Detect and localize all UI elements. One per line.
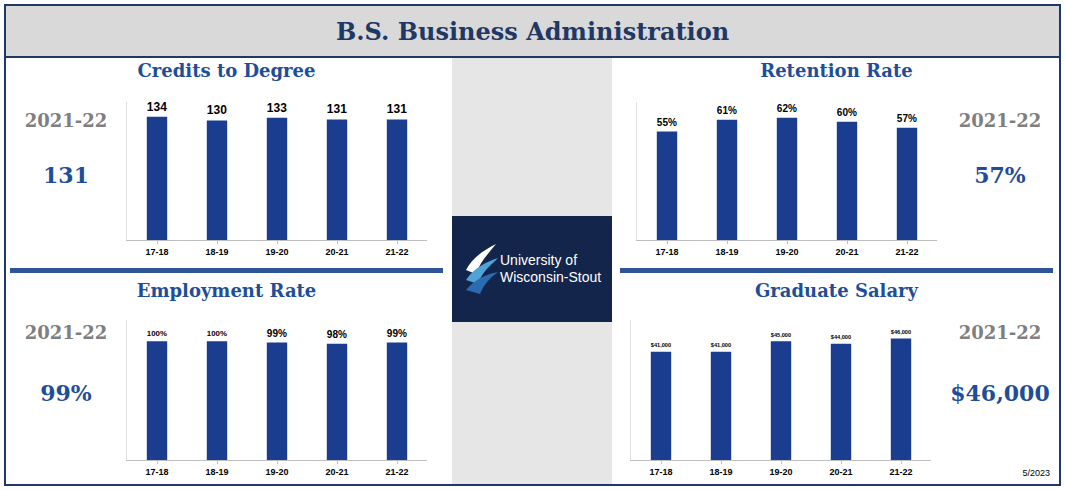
html-text:99%: 99% xyxy=(40,380,92,406)
html-text:University of: University of xyxy=(500,252,577,268)
svg-text:19-20: 19-20 xyxy=(265,467,288,477)
svg-text:19-20: 19-20 xyxy=(769,467,792,477)
svg-text:98%: 98% xyxy=(327,329,347,340)
svg-text:20-21: 20-21 xyxy=(325,247,348,257)
svg-text:21-22: 21-22 xyxy=(889,467,912,477)
html-text:Wisconsin-Stout: Wisconsin-Stout xyxy=(500,269,602,285)
svg-text:19-20: 19-20 xyxy=(775,247,798,257)
svg-text:100%: 100% xyxy=(207,329,227,338)
svg-text:131: 131 xyxy=(327,102,347,116)
html-text:2021-22: 2021-22 xyxy=(958,322,1042,343)
svg-text:60%: 60% xyxy=(837,107,857,118)
svg-text:134: 134 xyxy=(147,100,167,114)
html-text:2021-22: 2021-22 xyxy=(958,110,1042,131)
html-text:Credits to Degree: Credits to Degree xyxy=(137,60,316,81)
html-text:2021-22: 2021-22 xyxy=(24,110,108,131)
svg-text:61%: 61% xyxy=(717,105,737,116)
svg-text:21-22: 21-22 xyxy=(385,467,408,477)
svg-text:$45,000: $45,000 xyxy=(771,332,791,338)
svg-text:17-18: 17-18 xyxy=(649,467,672,477)
svg-text:20-21: 20-21 xyxy=(829,467,852,477)
svg-text:18-19: 18-19 xyxy=(205,247,228,257)
svg-text:18-19: 18-19 xyxy=(709,467,732,477)
svg-text:21-22: 21-22 xyxy=(895,247,918,257)
svg-text:130: 130 xyxy=(207,103,227,117)
svg-text:18-19: 18-19 xyxy=(715,247,738,257)
html-text:131: 131 xyxy=(43,162,89,188)
svg-text:62%: 62% xyxy=(777,103,797,114)
svg-text:100%: 100% xyxy=(147,329,167,338)
svg-text:99%: 99% xyxy=(267,328,287,339)
html-text:Employment Rate: Employment Rate xyxy=(136,280,317,301)
svg-text:$44,000: $44,000 xyxy=(831,334,851,340)
svg-text:$41,000: $41,000 xyxy=(711,342,731,348)
svg-text:17-18: 17-18 xyxy=(145,467,168,477)
svg-text:99%: 99% xyxy=(387,328,407,339)
svg-text:20-21: 20-21 xyxy=(325,467,348,477)
svg-text:57%: 57% xyxy=(897,113,917,124)
svg-text:17-18: 17-18 xyxy=(655,247,678,257)
html-text:$46,000: $46,000 xyxy=(950,380,1050,406)
svg-text:20-21: 20-21 xyxy=(835,247,858,257)
svg-text:21-22: 21-22 xyxy=(385,247,408,257)
html-text:Retention Rate: Retention Rate xyxy=(760,60,913,81)
svg-text:$41,000: $41,000 xyxy=(651,342,671,348)
svg-text:17-18: 17-18 xyxy=(145,247,168,257)
svg-text:$46,000: $46,000 xyxy=(891,329,911,335)
html-text:Graduate Salary: Graduate Salary xyxy=(755,280,918,301)
svg-text:18-19: 18-19 xyxy=(205,467,228,477)
html-text:2021-22: 2021-22 xyxy=(24,322,108,343)
svg-text:55%: 55% xyxy=(657,117,677,128)
html-text:57%: 57% xyxy=(974,162,1026,188)
svg-text:131: 131 xyxy=(387,102,407,116)
svg-text:19-20: 19-20 xyxy=(265,247,288,257)
html-text:5/2023: 5/2023 xyxy=(1022,468,1050,478)
html-text:B.S. Business Administration: B.S. Business Administration xyxy=(335,16,730,46)
svg-text:133: 133 xyxy=(267,101,287,115)
